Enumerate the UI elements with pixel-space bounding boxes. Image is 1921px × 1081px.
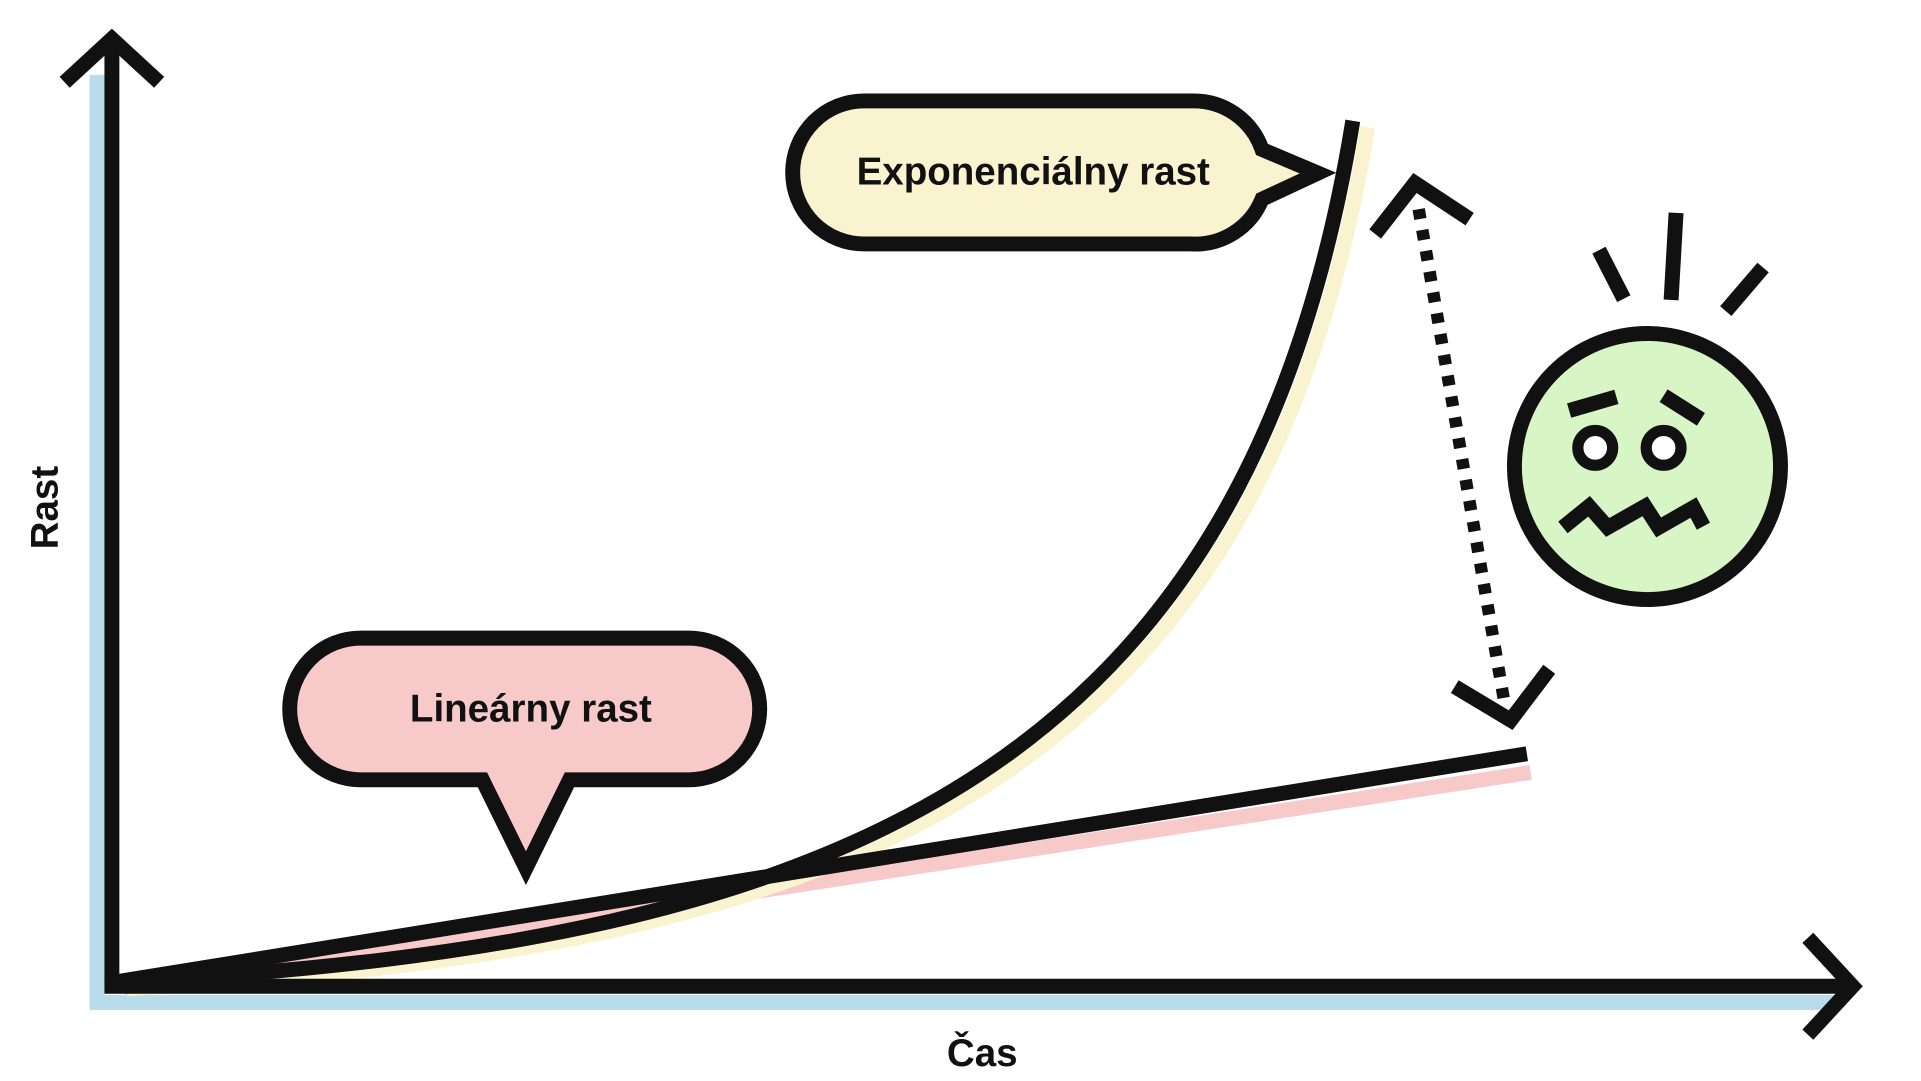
gap-arrow-head — [1450, 664, 1556, 731]
worry-line — [1592, 246, 1631, 303]
exponential-curve — [111, 119, 1361, 990]
eye — [1640, 424, 1687, 471]
brow — [1659, 389, 1705, 426]
face — [1506, 326, 1788, 608]
exponential-shadow — [126, 125, 1376, 997]
eye — [1572, 424, 1619, 471]
gap-arrow-head — [1369, 173, 1474, 239]
worry-line — [1663, 212, 1684, 301]
exponential-callout — [785, 93, 1337, 252]
linear-label: Lineárny rast — [410, 688, 652, 731]
y-arrow — [59, 28, 165, 88]
x-axis-label: Čas — [947, 1030, 1018, 1075]
x-arrow — [1802, 932, 1863, 1040]
linear-line — [110, 746, 1529, 990]
linear-shadow — [123, 765, 1532, 997]
mouth — [1558, 496, 1710, 538]
worry-line — [1720, 262, 1769, 316]
brow — [1567, 389, 1619, 418]
gap-arrow — [1412, 208, 1511, 704]
y-axis-label: Rast — [23, 466, 66, 550]
axis-shadow — [89, 74, 1841, 1010]
linear-callout — [282, 630, 768, 885]
exponential-label: Exponenciálny rast — [857, 151, 1210, 194]
